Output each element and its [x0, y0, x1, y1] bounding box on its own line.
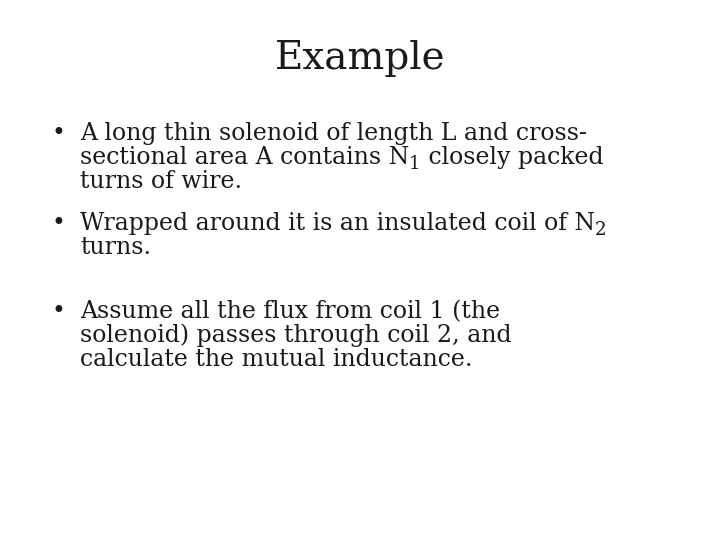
Text: sectional area A contains N: sectional area A contains N: [80, 146, 409, 169]
Text: Wrapped around it is an insulated coil of N: Wrapped around it is an insulated coil o…: [80, 212, 595, 235]
Text: turns.: turns.: [80, 236, 151, 259]
Text: Example: Example: [275, 40, 445, 77]
Text: •: •: [51, 300, 65, 323]
Text: 2: 2: [595, 221, 607, 239]
Text: Assume all the flux from coil 1 (the: Assume all the flux from coil 1 (the: [80, 300, 500, 323]
Text: calculate the mutual inductance.: calculate the mutual inductance.: [80, 348, 472, 371]
Text: •: •: [51, 122, 65, 145]
Text: A long thin solenoid of length L and cross-: A long thin solenoid of length L and cro…: [80, 122, 587, 145]
Text: solenoid) passes through coil 2, and: solenoid) passes through coil 2, and: [80, 323, 512, 347]
Text: 1: 1: [409, 155, 421, 173]
Text: turns of wire.: turns of wire.: [80, 170, 242, 193]
Text: closely packed: closely packed: [421, 146, 603, 169]
Text: •: •: [51, 212, 65, 235]
